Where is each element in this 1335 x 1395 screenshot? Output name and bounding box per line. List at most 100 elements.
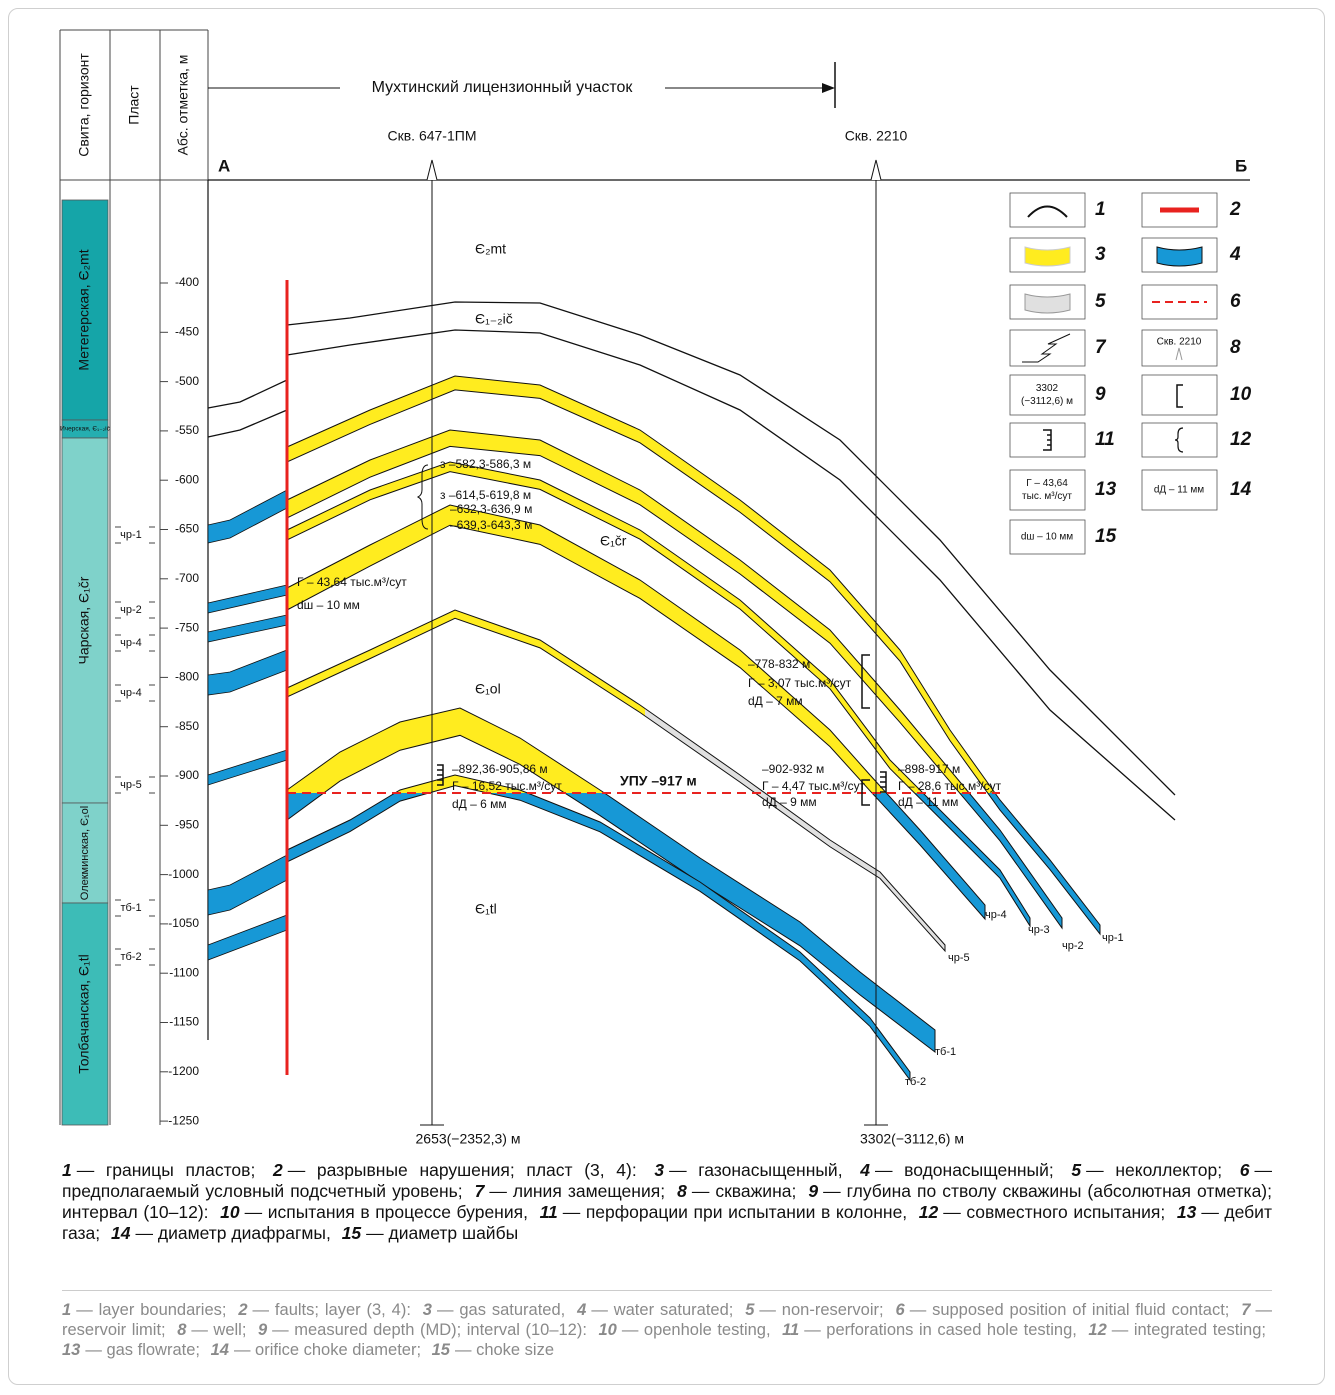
boundary [208,380,287,408]
caption-number: 1 [62,1301,71,1319]
caption-item: 7— линия замещения; [475,1181,665,1201]
caption-en: 1— layer boundaries; 2— faults; layer (3… [62,1300,1272,1360]
caption-number: 4 [860,1160,870,1180]
legend-sample: тыс. м³/сут [1022,491,1072,502]
stratigraphic-label: Є₁tl [475,901,497,917]
legend-box [1010,330,1085,366]
water-layer [208,585,287,613]
annotation: з –582,3-586,3 м [440,457,531,471]
annotation: dД – 11 мм [898,795,958,809]
legend-number: 8 [1230,337,1241,358]
well-name: Скв. 2210 [845,128,908,144]
caption-item: 15— диаметр шайбы [342,1223,519,1243]
legend-box [1142,423,1217,457]
water-layer [208,490,287,543]
caption-text: — линия замещения; [489,1181,665,1201]
legend-number: 6 [1230,291,1241,312]
caption-number: 5 [1071,1160,1081,1180]
layer-label: тб-2 [905,1076,926,1088]
caption-number: 12 [919,1202,938,1222]
boundary [208,410,287,437]
annotation: Г – 4,47 тыс.м³/сут [762,779,866,793]
annotation: –639,3-643,3 м [450,518,532,532]
caption-number: 11 [782,1321,799,1339]
caption-text: — water saturated; [591,1301,733,1319]
caption-text: — неколлектор; [1086,1160,1222,1180]
caption-number: 3 [423,1301,432,1319]
caption-text: — orifice choke diameter; [234,1341,421,1359]
caption-text: — choke size [455,1341,554,1359]
caption-item: 1— границы пластов; [62,1160,255,1180]
legend-number: 4 [1229,244,1241,265]
legend-number: 1 [1095,199,1106,220]
caption-item: 4— водонасыщенный; [860,1160,1054,1180]
column-header: Пласт [126,85,142,125]
tick-label: -750 [175,620,199,634]
caption-item: 3— газонасыщенный, [654,1160,842,1180]
caption-item: 2— разрывные нарушения; пласт (3, 4): [273,1160,637,1180]
annotation: –892,36-905,86 м [452,762,548,776]
caption-item: 11— perforations in cased hole testing, [782,1321,1077,1339]
caption-number: 7 [475,1181,485,1201]
legend-symbol [1157,247,1202,266]
caption-text: — диаметр диафрагмы, [136,1223,331,1243]
tick-label: -550 [175,423,199,437]
legend-sample: dш – 10 мм [1021,532,1073,543]
layer-outline [287,708,935,1052]
annotation: –632,3-636,9 м [450,502,532,516]
water-layer [287,708,935,1052]
caption-item: 10 — испытания в процессе бурения, [220,1202,528,1222]
layer-label: чр-5 [948,952,970,964]
caption-text: — well; [191,1321,246,1339]
caption-text: — диаметр шайбы [366,1223,518,1243]
caption-item: 5— неколлектор; [1071,1160,1222,1180]
layer-label: чр-4 [985,909,1007,921]
caption-text: — measured depth (MD); interval (10–12): [272,1321,587,1339]
well-depth: 2653(−2352,3) м [416,1131,521,1147]
caption-item: 14— orifice choke diameter; [211,1341,421,1359]
legend-number: 11 [1095,429,1115,450]
annotation: –778-832 м [748,657,810,671]
tick-label: -1050 [168,916,199,930]
caption-text: — разрывные нарушения; пласт (3, 4): [288,1160,637,1180]
legend-number: 7 [1095,337,1107,358]
legend-number: 13 [1095,479,1117,500]
caption-item: 10— openhole testing, [599,1321,771,1339]
water-layer [208,915,287,960]
layer-name: чр-4 [120,637,142,649]
layer-name: чр-4 [120,687,142,699]
caption-number: 15 [342,1223,361,1243]
annotation: Г – 16,52 тыс.м³/сут [452,779,562,793]
legend-box [1142,375,1217,415]
tick-label: -700 [175,571,199,585]
layer-outline [287,775,910,1080]
caption-text: — границы пластов; [77,1160,256,1180]
caption-item: 11— перфорации при испытании в колонне, [540,1202,908,1222]
caption-item: 1— layer boundaries; [62,1301,226,1319]
legend-sample: Скв. 2210 [1157,337,1202,348]
legend-sample: 3302 [1036,383,1059,394]
tick-label: -1250 [168,1113,199,1127]
gas-layer [287,775,910,1080]
tick-label: -650 [175,522,199,536]
caption-text: — испытания в процессе бурения, [245,1202,528,1222]
tick-label: -450 [175,324,199,338]
annotation: dш – 10 мм [297,598,360,612]
gas-layer [287,708,935,1052]
caption-number: 6 [896,1301,905,1319]
gas-layer [287,505,985,919]
annotation: Г – 3,07 тыс.м³/сут [748,676,852,690]
tick-label: -1100 [169,965,199,979]
caption-item: 15— choke size [432,1341,554,1359]
formation-name: Метегерская, Є₂mt [76,249,92,370]
caption-number: 10 [220,1202,239,1222]
layer-label: тб-1 [935,1046,956,1058]
caption-number: 9 [808,1181,818,1201]
caption-item: 5— non-reservoir; [745,1301,883,1319]
section-end-label: Б [1235,156,1247,175]
caption-text: — faults; layer (3, 4): [253,1301,411,1319]
column-header: Абс. отметка, м [175,55,191,156]
caption-number: 11 [540,1202,558,1222]
well-head [871,160,881,180]
tick-label: -600 [175,472,199,486]
